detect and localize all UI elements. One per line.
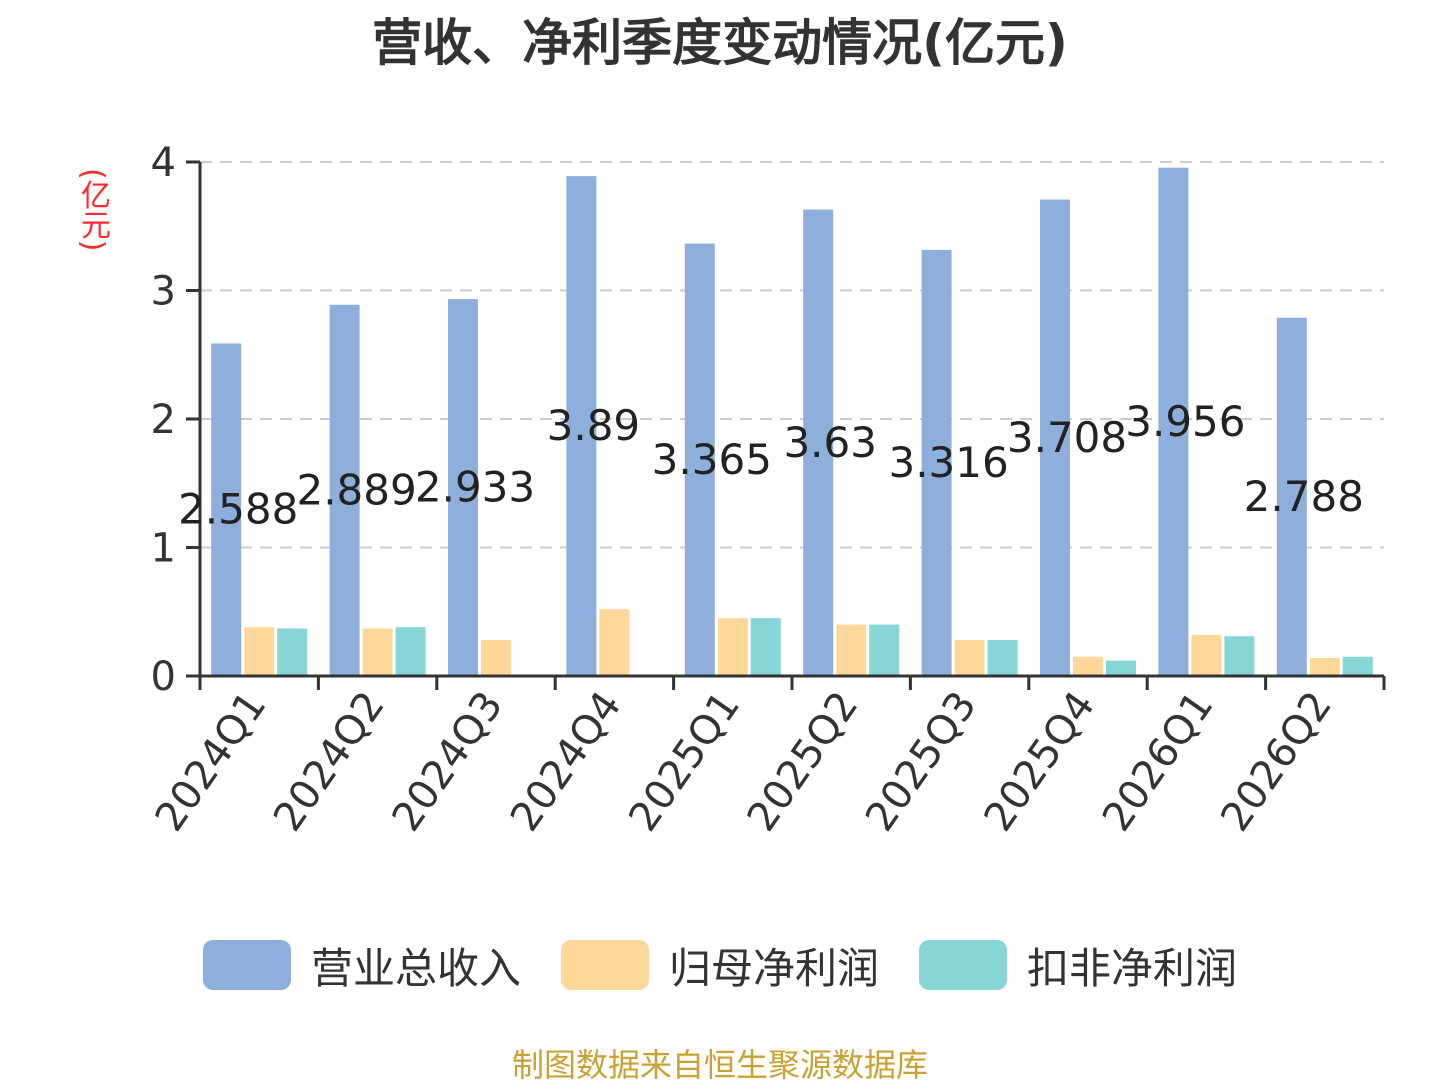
x-tick-label: 2024Q1 bbox=[147, 683, 276, 839]
data-label: 3.365 bbox=[652, 435, 772, 484]
data-label: 3.708 bbox=[1007, 413, 1127, 462]
bar-2025Q3-series-2[interactable] bbox=[987, 640, 1018, 676]
bar-2024Q4-series-0[interactable] bbox=[566, 176, 597, 676]
data-label: 2.933 bbox=[415, 463, 535, 512]
bar-2025Q3-series-1[interactable] bbox=[954, 640, 985, 676]
bars bbox=[211, 167, 1373, 677]
bar-2025Q1-series-0[interactable] bbox=[684, 243, 715, 676]
legend-swatch-revenue bbox=[202, 940, 291, 990]
y-tick-label: 3 bbox=[151, 269, 176, 315]
x-tick-label: 2026Q1 bbox=[1094, 683, 1223, 839]
bar-2024Q1-series-1[interactable] bbox=[244, 627, 275, 676]
legend-item-net-profit[interactable]: 归母净利润 bbox=[560, 935, 879, 996]
data-label: 2.889 bbox=[296, 465, 416, 514]
x-tick-label: 2024Q2 bbox=[265, 683, 394, 839]
legend-swatch-deducted-net-profit bbox=[919, 940, 1007, 990]
x-tick-label: 2025Q3 bbox=[857, 683, 986, 839]
bar-2025Q4-series-2[interactable] bbox=[1106, 660, 1136, 676]
x-tick-label: 2026Q2 bbox=[1212, 683, 1341, 839]
bar-2024Q2-series-2[interactable] bbox=[395, 627, 426, 676]
bar-2025Q2-series-2[interactable] bbox=[869, 624, 900, 676]
bar-2024Q1-series-2[interactable] bbox=[277, 628, 308, 676]
bar-2024Q1-series-0[interactable] bbox=[211, 343, 242, 676]
bar-2024Q3-series-1[interactable] bbox=[481, 640, 511, 676]
bar-2024Q3-series-0[interactable] bbox=[448, 299, 478, 676]
x-tick-label: 2024Q3 bbox=[383, 683, 512, 839]
y-tick-label: 4 bbox=[151, 140, 176, 186]
y-tick-label: 2 bbox=[151, 397, 176, 443]
legend-label-net-profit: 归母净利润 bbox=[668, 943, 879, 993]
x-tick-label: 2025Q1 bbox=[620, 683, 749, 839]
bar-2025Q2-series-0[interactable] bbox=[803, 209, 834, 677]
bar-2026Q1-series-2[interactable] bbox=[1224, 636, 1255, 676]
y-axis-unit-label: (亿元) bbox=[75, 168, 110, 252]
legend: 营业总收入 归母净利润 扣非净利润 bbox=[0, 930, 1440, 1000]
data-label: 2.788 bbox=[1244, 472, 1364, 521]
legend-item-revenue[interactable]: 营业总收入 bbox=[202, 935, 521, 996]
x-tick-label: 2024Q4 bbox=[502, 683, 631, 839]
bar-chart: 012342024Q12024Q22024Q32024Q42025Q12025Q… bbox=[147, 140, 1386, 840]
bar-2026Q2-series-2[interactable] bbox=[1342, 656, 1373, 676]
chart-title: 营收、净利季度变动情况(亿元) bbox=[372, 14, 1068, 72]
bar-2024Q4-series-1[interactable] bbox=[599, 609, 630, 676]
bar-2026Q2-series-0[interactable] bbox=[1276, 317, 1307, 676]
legend-label-deducted-net-profit: 扣非净利润 bbox=[1027, 943, 1238, 993]
data-label: 2.588 bbox=[178, 485, 298, 534]
data-label: 3.956 bbox=[1125, 397, 1245, 446]
bar-2024Q2-series-1[interactable] bbox=[362, 628, 393, 676]
bar-2025Q1-series-1[interactable] bbox=[717, 618, 748, 676]
bar-2026Q1-series-0[interactable] bbox=[1158, 167, 1189, 677]
data-label: 3.63 bbox=[783, 418, 877, 467]
y-tick-label: 1 bbox=[151, 526, 176, 572]
y-tick-label: 0 bbox=[151, 654, 176, 700]
legend-swatch-net-profit bbox=[560, 940, 649, 990]
bar-2025Q2-series-1[interactable] bbox=[836, 624, 867, 676]
x-tick-label: 2025Q4 bbox=[975, 683, 1104, 839]
bar-2026Q1-series-1[interactable] bbox=[1191, 634, 1222, 676]
data-label: 3.316 bbox=[888, 438, 1008, 487]
source-note: 制图数据来自恒生聚源数据库 bbox=[511, 1046, 928, 1084]
data-label: 3.89 bbox=[547, 401, 641, 450]
bar-2024Q2-series-0[interactable] bbox=[329, 304, 360, 676]
bar-2025Q1-series-2[interactable] bbox=[750, 618, 781, 676]
legend-item-deducted-net-profit[interactable]: 扣非净利润 bbox=[919, 935, 1237, 996]
x-tick-label: 2025Q2 bbox=[739, 683, 868, 839]
bar-2025Q4-series-0[interactable] bbox=[1040, 199, 1070, 676]
bar-2025Q4-series-1[interactable] bbox=[1073, 656, 1103, 676]
legend-label-revenue: 营业总收入 bbox=[310, 943, 521, 993]
bar-2026Q2-series-1[interactable] bbox=[1309, 658, 1340, 676]
bar-2025Q3-series-0[interactable] bbox=[921, 249, 952, 677]
